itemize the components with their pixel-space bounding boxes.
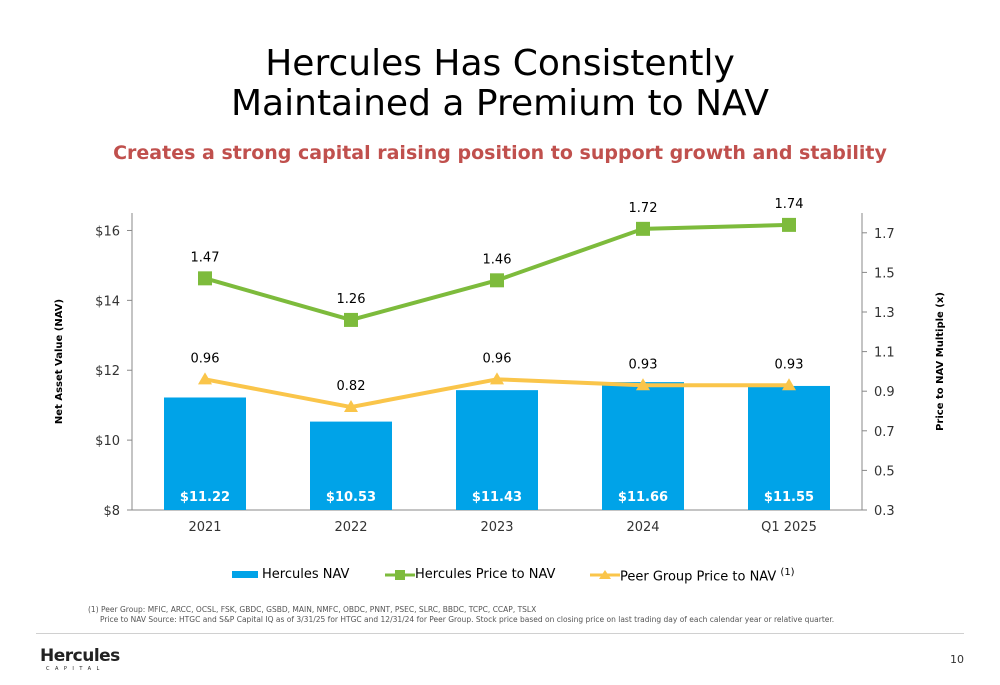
- line-point: [782, 217, 796, 232]
- bar-label: $11.66: [618, 490, 668, 505]
- legend-swatch-bar: [232, 571, 258, 578]
- line-point: [636, 378, 650, 391]
- line-point: [198, 271, 212, 286]
- bar: [164, 397, 246, 510]
- y2-axis-title: Price to NAV Multiple (x): [935, 292, 946, 431]
- y-tick-label: $12: [95, 364, 120, 379]
- y2-tick-label: 1.1: [874, 346, 895, 361]
- series-line: [204, 222, 790, 322]
- footer-divider: [36, 633, 964, 634]
- data-label: 1.26: [337, 292, 366, 307]
- logo-subtext: CAPITAL: [46, 666, 105, 672]
- title-line-2: Maintained a Premium to NAV: [231, 83, 769, 124]
- y-tick-label: $14: [95, 294, 120, 309]
- bar: [310, 421, 392, 510]
- bar: [602, 382, 684, 510]
- bar-label: $10.53: [326, 490, 376, 505]
- data-label: 1.47: [191, 250, 220, 265]
- line-point: [636, 221, 650, 236]
- bar-label: $11.43: [472, 490, 522, 505]
- line-point: [344, 312, 358, 327]
- bar-label: $11.55: [764, 490, 814, 505]
- y2-tick-label: 0.9: [874, 385, 895, 400]
- y2-tick-label: 1.3: [874, 306, 895, 321]
- chart-legend: Hercules NAV Hercules Price to NAV Peer …: [0, 566, 1000, 586]
- data-label: 0.96: [483, 351, 512, 366]
- title-line-1: Hercules Has Consistently: [265, 43, 735, 84]
- line-point: [490, 372, 504, 385]
- x-tick-label: 2022: [334, 520, 367, 535]
- y2-tick-label: 0.7: [874, 425, 895, 440]
- bar: [456, 390, 538, 510]
- line-point: [198, 372, 212, 385]
- bar: [748, 385, 830, 510]
- y2-tick-label: 1.5: [874, 266, 895, 281]
- line-point: [344, 400, 358, 413]
- legend-swatch-green-line: [385, 570, 415, 580]
- slide-subtitle: Creates a strong capital raising positio…: [113, 142, 887, 164]
- y2-tick-label: 0.3: [874, 504, 895, 519]
- y2-tick-label: 1.7: [874, 227, 895, 242]
- data-label: 0.82: [337, 379, 366, 394]
- y-tick-label: $8: [103, 504, 120, 519]
- data-label: 1.72: [629, 201, 658, 216]
- y-tick-label: $10: [95, 434, 120, 449]
- legend-swatch-yellow-line: [590, 570, 620, 579]
- legend-label-peer-price: Peer Group Price to NAV (1): [620, 567, 795, 585]
- legend-label-hercules-price: Hercules Price to NAV: [415, 567, 556, 582]
- logo-wordmark: Hercules: [40, 646, 120, 666]
- data-label: 0.93: [629, 357, 658, 372]
- x-tick-label: 2024: [626, 520, 659, 535]
- x-tick-label: Q1 2025: [761, 520, 817, 535]
- x-tick-label: 2023: [480, 520, 513, 535]
- line-point: [782, 378, 796, 391]
- legend-label-hercules-nav: Hercules NAV: [262, 567, 350, 582]
- y2-tick-label: 0.5: [874, 464, 895, 479]
- x-tick-label: 2021: [188, 520, 221, 535]
- data-label: 1.74: [775, 197, 804, 212]
- page-number: 10: [950, 653, 964, 666]
- data-label: 0.93: [775, 357, 804, 372]
- footnote: (1) Peer Group: MFIC, ARCC, OCSL, FSK, G…: [88, 605, 834, 625]
- footnote-line-2: Price to NAV Source: HTGC and S&P Capita…: [100, 615, 835, 624]
- data-label: 0.96: [191, 351, 220, 366]
- line-point: [490, 273, 504, 288]
- data-label: 1.46: [483, 252, 512, 267]
- y-tick-label: $16: [95, 224, 120, 239]
- legend-superscript: (1): [780, 567, 795, 578]
- nav-chart: $8 $10 $12 $14 $16 0.3 0.5 0.7 0.9 1.1 1.3 1.5 1.7 Ne…: [54, 197, 946, 535]
- hercules-logo: Hercules CAPITAL: [40, 646, 130, 676]
- footnote-line-1: (1) Peer Group: MFIC, ARCC, OCSL, FSK, G…: [88, 605, 537, 614]
- bar-label: $11.22: [180, 490, 230, 505]
- slide-title: Hercules Has Consistently Maintained a P…: [0, 44, 1000, 124]
- y-axis-title: Net Asset Value (NAV): [54, 299, 65, 424]
